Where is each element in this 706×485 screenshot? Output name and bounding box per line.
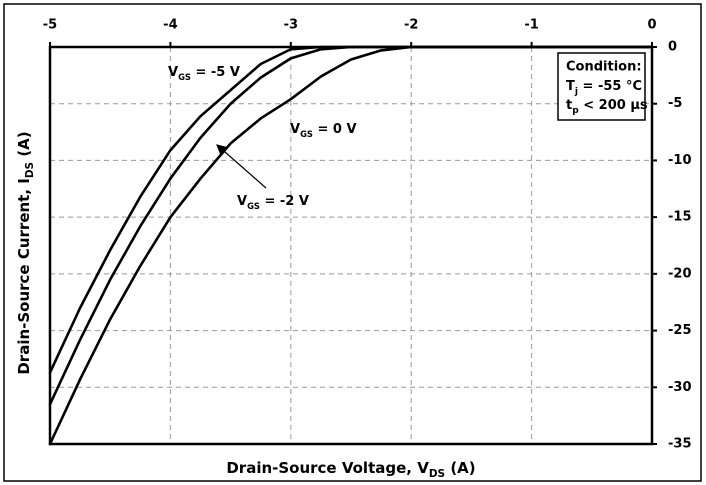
label-text: t <box>566 98 572 113</box>
label-text: V <box>290 122 300 137</box>
label-text: Drain-Source Voltage, V <box>226 459 429 477</box>
x-tick-label: 0 <box>647 18 656 33</box>
x-tick-label: -3 <box>284 18 298 33</box>
condition-line: tp < 200 µs <box>566 98 648 116</box>
label-text: V <box>168 65 178 80</box>
series-label: VGS = -2 V <box>237 194 309 211</box>
y-tick-label: -25 <box>668 323 692 338</box>
label-subscript: DS <box>24 162 36 178</box>
x-tick-label: -4 <box>163 18 177 33</box>
outer-frame <box>3 3 702 482</box>
y-tick-label: -30 <box>668 380 692 395</box>
x-tick-label: -1 <box>524 18 538 33</box>
label-subscript: j <box>574 87 578 97</box>
series-label: VGS = 0 V <box>290 122 357 139</box>
label-subscript: GS <box>178 72 191 82</box>
data-line <box>48 45 654 446</box>
series-label: VGS = -5 V <box>168 65 240 82</box>
label-subscript: GS <box>247 201 260 211</box>
condition-box <box>557 52 646 121</box>
y-tick-label: -5 <box>668 96 682 111</box>
label-subscript: p <box>572 106 579 116</box>
label-text: (A) <box>15 131 33 162</box>
label-text: T <box>566 79 575 94</box>
label-text: = -5 V <box>191 65 240 80</box>
x-axis-label: Drain-Source Voltage, VDS (A) <box>226 459 475 481</box>
y-tick-label: -35 <box>668 437 692 452</box>
label-text: Drain-Source Current, I <box>15 178 33 375</box>
arrow <box>216 144 267 189</box>
y-tick-label: -20 <box>668 266 692 281</box>
label-text: (A) <box>445 459 476 477</box>
y-tick-label: 0 <box>668 40 677 55</box>
x-tick-label: -5 <box>43 18 57 33</box>
x-tick-label: -2 <box>404 18 418 33</box>
y-axis-label: Drain-Source Current, IDS (A) <box>15 131 37 374</box>
label-text: V <box>237 194 247 209</box>
condition-line: Tj = -55 °C <box>566 79 642 97</box>
condition-title: Condition: <box>566 60 642 75</box>
label-text: = -55 °C <box>578 79 642 94</box>
label-text: = 0 V <box>313 122 357 137</box>
label-text: < 200 µs <box>579 98 648 113</box>
y-tick-label: -10 <box>668 153 692 168</box>
label-subscript: GS <box>300 129 313 139</box>
y-tick-label: -15 <box>668 210 692 225</box>
label-subscript: DS <box>429 468 445 480</box>
label-text: = -2 V <box>260 194 309 209</box>
